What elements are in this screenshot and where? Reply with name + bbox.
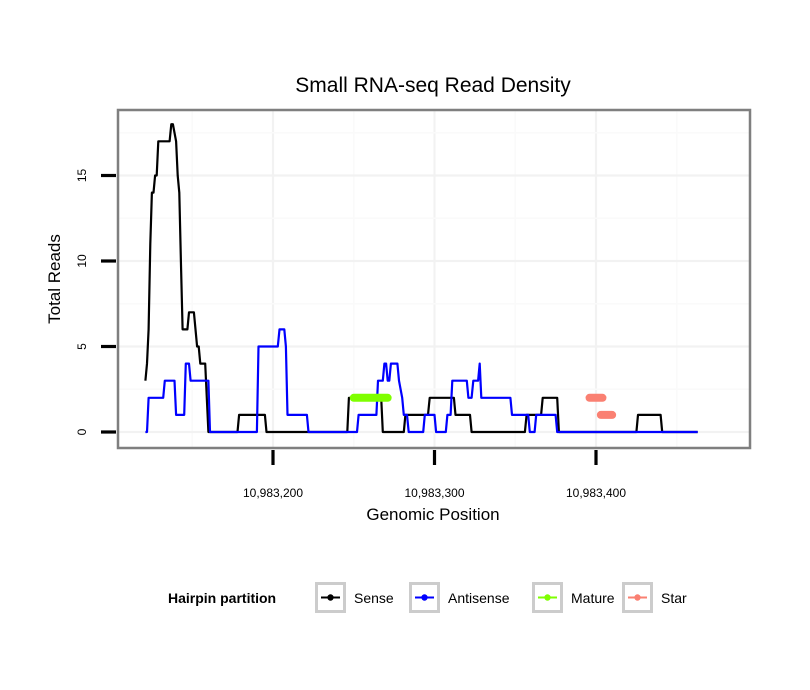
x-axis: 10,983,200 10,983,300 10,983,400 [243,450,626,500]
panel-border [116,108,752,450]
y-axis-title: Total Reads [45,234,64,324]
legend-label: Star [661,590,687,606]
y-tick-label: 10 [75,254,89,268]
legend: Hairpin partition Sense Antisense Mature St… [168,582,687,613]
y-tick-label: 15 [75,169,89,183]
legend-key-point [634,594,641,601]
legend-key-point [421,594,428,601]
antisense-line [145,328,698,434]
legend-entry-sense: Sense [315,582,394,613]
chart-title: Small RNA-seq Read Density [295,74,571,97]
y-axis: 0 5 10 15 [75,169,116,435]
y-tick-label: 5 [75,343,89,350]
x-tick-label: 10,983,400 [566,486,626,500]
series-layer [144,123,698,434]
y-tick-label: 0 [75,428,89,435]
legend-entry-star: Star [622,582,687,613]
legend-entries: Sense Antisense Mature Star [315,582,687,613]
legend-key-point [327,594,334,601]
legend-label: Sense [354,590,394,606]
legend-entry-antisense: Antisense [409,582,510,613]
legend-label: Mature [571,590,615,606]
legend-entry-mature: Mature [532,582,615,613]
legend-label: Antisense [448,590,510,606]
plot-panel [116,108,752,450]
x-axis-title: Genomic Position [366,505,499,524]
legend-key-point [544,594,551,601]
x-tick-label: 10,983,300 [404,486,464,500]
x-tick-label: 10,983,200 [243,486,303,500]
legend-title: Hairpin partition [168,590,276,606]
